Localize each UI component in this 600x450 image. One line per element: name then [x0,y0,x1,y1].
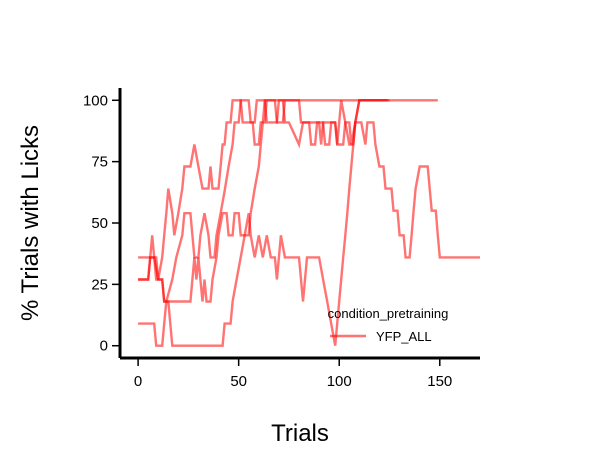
x-tick-label: 150 [427,373,452,390]
y-tick-label: 75 [91,154,108,171]
y-tick-label: 100 [83,92,108,109]
y-tick-label: 50 [91,215,108,232]
x-axis-title: Trials [271,420,329,447]
series-line-3 [138,99,438,347]
x-axis-ticks: 0 50 100 150 [134,359,452,390]
legend-title: condition_pretraining [328,306,449,321]
x-tick-label: 0 [134,373,142,390]
y-axis-title: % Trials with Licks [17,125,44,321]
series-line-4 [138,99,388,303]
y-tick-label: 0 [100,338,108,355]
series-lines [138,99,480,347]
legend: condition_pretraining YFP_ALL [328,306,449,344]
series-line-2 [138,99,390,281]
x-tick-label: 100 [327,373,352,390]
y-tick-label: 25 [91,276,108,293]
y-axis-ticks: 0 25 50 75 100 [83,92,119,355]
legend-entry-label: YFP_ALL [376,329,432,344]
x-tick-label: 50 [230,373,247,390]
